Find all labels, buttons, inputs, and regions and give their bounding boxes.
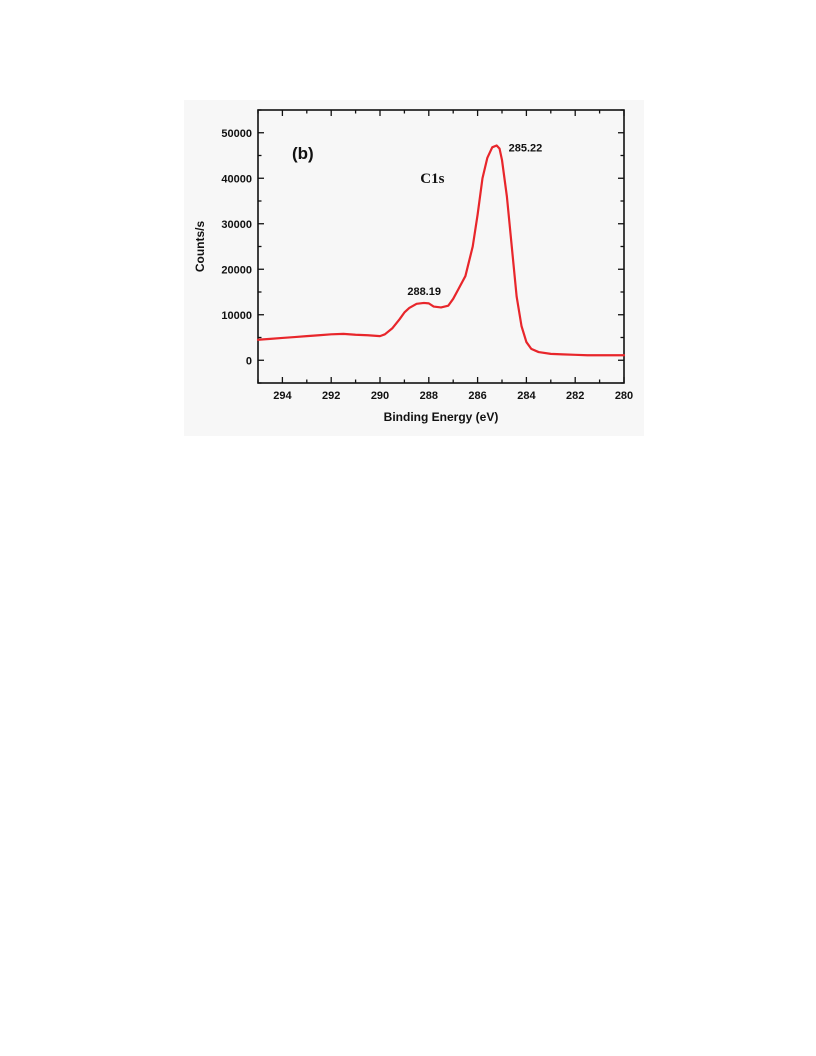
x-tick-label: 294 [273, 390, 292, 402]
y-tick-label: 30000 [221, 219, 252, 231]
y-tick-label: 20000 [221, 264, 252, 276]
peak-annotations: 285.22 288.19 [407, 142, 542, 297]
x-tick-label: 284 [517, 390, 536, 402]
ticks: 294 292 290 288 286 284 282 280 0 10000 20000 30000… [221, 109, 633, 402]
y-tick-label: 40000 [221, 173, 252, 185]
series-line-0 [256, 144, 626, 357]
c1s-annotation: C1s [420, 171, 444, 187]
y-tick-label: 10000 [221, 310, 252, 322]
series [256, 144, 626, 357]
peak-label-285-22: 285.22 [509, 142, 543, 154]
x-axis-title: Binding Energy (eV) [384, 410, 499, 424]
panel-label: (b) [292, 144, 314, 163]
xps-c1s-figure: 294 292 290 288 286 284 282 280 0 10000 20000 30000… [184, 100, 644, 436]
x-tick-label: 288 [420, 390, 438, 402]
x-tick-label: 292 [322, 390, 340, 402]
x-tick-label: 290 [371, 390, 389, 402]
x-tick-label: 282 [566, 390, 584, 402]
y-axis-title: Counts/s [193, 221, 207, 273]
y-tick-label: 50000 [221, 128, 252, 140]
xps-chart: 294 292 290 288 286 284 282 280 0 10000 20000 30000… [193, 109, 633, 424]
peak-label-288-19: 288.19 [407, 286, 441, 298]
x-tick-label: 280 [615, 390, 633, 402]
y-tick-label: 0 [246, 355, 252, 367]
x-tick-label: 286 [468, 390, 486, 402]
